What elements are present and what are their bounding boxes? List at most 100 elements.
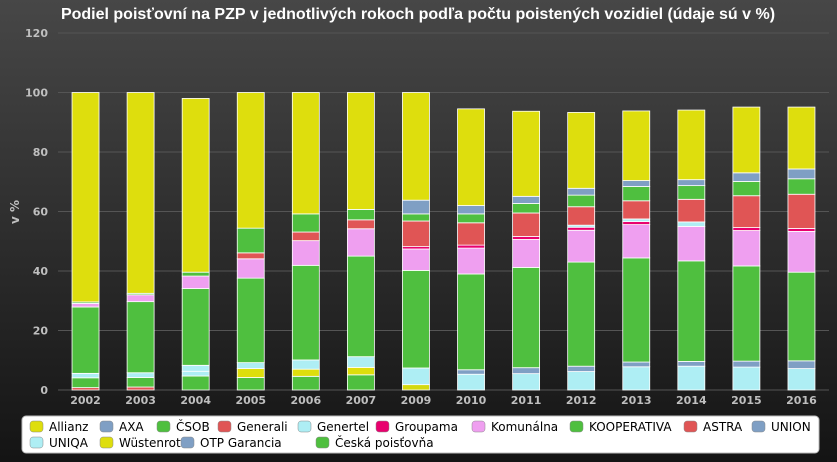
bar-segment[interactable] [291,231,320,242]
bar-segment[interactable] [677,179,706,187]
bar-segment[interactable] [236,227,265,254]
bar-segment[interactable] [567,365,596,372]
bar-segment[interactable] [732,360,761,368]
bar-segment[interactable] [677,225,706,262]
bar-segment[interactable] [71,92,100,303]
bar-segment[interactable] [181,364,210,372]
bar-segment[interactable] [291,359,320,370]
bar-segment[interactable] [787,271,816,362]
legend-item[interactable]: Genertel [297,420,369,434]
bar-segment[interactable] [567,206,596,226]
bar-segment[interactable] [787,178,816,195]
bar-segment[interactable] [567,226,596,231]
bar-segment[interactable] [126,92,155,294]
bar-segment[interactable] [787,168,816,180]
legend-item[interactable]: Česká poisťovňa [315,435,434,450]
bar-segment[interactable] [732,195,761,228]
bar-segment[interactable] [236,368,265,378]
bar-segment[interactable] [677,361,706,367]
legend-item[interactable]: AXA [99,420,144,434]
bar-segment[interactable] [457,205,485,215]
bar-segment[interactable] [402,367,430,386]
bar-segment[interactable] [732,172,761,182]
bar-segment[interactable] [181,370,210,377]
bar-segment[interactable] [236,92,265,229]
bar-segment[interactable] [512,373,541,391]
bar-segment[interactable] [787,360,816,369]
legend-item[interactable]: UNIQA [29,436,89,450]
bar-segment[interactable] [622,257,651,363]
bar-segment[interactable] [732,227,761,231]
bar-segment[interactable] [346,366,375,376]
bar-segment[interactable] [457,247,485,275]
bar-segment[interactable] [71,372,100,379]
bar-segment[interactable] [402,270,430,369]
bar-segment[interactable] [71,377,100,389]
bar-segment[interactable] [677,221,706,227]
bar-segment[interactable] [181,288,210,366]
bar-segment[interactable] [512,195,541,204]
bar-segment[interactable] [291,368,320,377]
bar-segment[interactable] [622,218,651,223]
bar-segment[interactable] [787,106,816,170]
bar-segment[interactable] [457,244,485,249]
legend-item[interactable]: KOOPERATIVA [569,420,672,434]
bar-segment[interactable] [622,361,651,368]
bar-segment[interactable] [622,186,651,202]
bar-segment[interactable] [126,377,155,388]
bar-segment[interactable] [732,265,761,362]
bar-segment[interactable] [346,255,375,358]
bar-segment[interactable] [181,271,210,277]
bar-segment[interactable] [457,108,485,206]
bar-segment[interactable] [512,110,541,197]
legend-item[interactable]: Groupama [375,420,458,434]
bar-segment[interactable] [402,213,430,222]
bar-segment[interactable] [567,261,596,367]
bar-segment[interactable] [346,228,375,257]
bar-segment[interactable] [677,260,706,362]
bar-segment[interactable] [291,92,320,215]
bar-segment[interactable] [126,386,155,391]
legend-item[interactable]: UNION [751,420,811,434]
bar-segment[interactable] [787,231,816,273]
bar-segment[interactable] [126,372,155,378]
bar-segment[interactable] [622,110,651,181]
bar-segment[interactable] [402,248,430,271]
bar-segment[interactable] [181,275,210,289]
bar-segment[interactable] [622,224,651,259]
bar-segment[interactable] [787,193,816,229]
bar-segment[interactable] [71,303,100,308]
bar-segment[interactable] [677,185,706,200]
bar-segment[interactable] [567,371,596,391]
bar-segment[interactable] [402,220,430,248]
bar-segment[interactable] [236,277,265,364]
bar-segment[interactable] [512,203,541,214]
bar-segment[interactable] [622,366,651,391]
bar-segment[interactable] [126,294,155,303]
bar-segment[interactable] [236,377,265,391]
bar-segment[interactable] [457,222,485,246]
legend-item[interactable]: ČSOB [156,419,210,434]
bar-segment[interactable] [402,92,430,201]
bar-segment[interactable] [236,362,265,369]
bar-segment[interactable] [181,375,210,391]
bar-segment[interactable] [622,180,651,187]
bar-segment[interactable] [291,213,320,233]
bar-segment[interactable] [787,228,816,232]
bar-segment[interactable] [512,367,541,375]
bar-segment[interactable] [732,106,761,174]
bar-segment[interactable] [512,212,541,237]
bar-segment[interactable] [71,306,100,374]
bar-segment[interactable] [512,267,541,369]
bar-segment[interactable] [567,194,596,208]
legend-item[interactable]: ASTRA [683,420,743,434]
legend[interactable]: Allianz AXA ČSOB Generali Genertel Groupama Ko… [21,415,820,454]
bar-segment[interactable] [291,240,320,266]
bar-segment[interactable] [512,239,541,268]
bar-segment[interactable] [457,373,485,391]
bar-segment[interactable] [402,199,430,215]
bar-segment[interactable] [457,369,485,375]
bar-segment[interactable] [787,368,816,391]
legend-item[interactable]: Wüstenrot [99,436,181,450]
bar-segment[interactable] [291,375,320,391]
